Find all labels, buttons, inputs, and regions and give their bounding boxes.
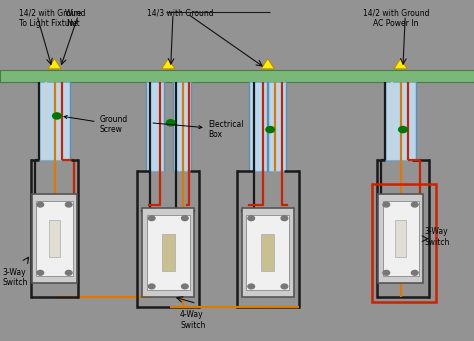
Circle shape <box>148 216 155 221</box>
Text: 14/3 with Ground: 14/3 with Ground <box>147 9 213 17</box>
Text: 3-Way
Switch: 3-Way Switch <box>2 268 28 287</box>
Bar <box>261 234 274 271</box>
Bar <box>49 220 60 257</box>
Circle shape <box>411 202 418 207</box>
Circle shape <box>281 284 288 289</box>
Text: 14/2 with Ground
To Light Fixture: 14/2 with Ground To Light Fixture <box>19 9 85 28</box>
Circle shape <box>182 216 188 221</box>
Circle shape <box>148 284 155 289</box>
Circle shape <box>37 202 44 207</box>
Text: 4-Way
Switch: 4-Way Switch <box>180 310 206 330</box>
Text: Wire
Nut: Wire Nut <box>65 9 82 28</box>
Bar <box>249 82 267 170</box>
Circle shape <box>182 284 188 289</box>
Circle shape <box>37 270 44 275</box>
Circle shape <box>65 202 72 207</box>
Polygon shape <box>394 59 407 69</box>
Polygon shape <box>261 59 274 69</box>
Circle shape <box>383 202 390 207</box>
Circle shape <box>266 127 274 133</box>
Circle shape <box>248 284 255 289</box>
Text: Electrical
Box: Electrical Box <box>153 120 244 139</box>
Bar <box>246 215 289 290</box>
Circle shape <box>53 113 61 119</box>
Bar <box>142 208 194 297</box>
Polygon shape <box>162 59 175 69</box>
Bar <box>395 220 406 257</box>
Text: 3-Way
Switch: 3-Way Switch <box>424 227 450 247</box>
Circle shape <box>411 270 418 275</box>
Bar <box>173 82 191 170</box>
Circle shape <box>248 216 255 221</box>
Circle shape <box>166 120 175 126</box>
Circle shape <box>399 127 407 133</box>
Bar <box>242 208 294 297</box>
Bar <box>383 201 419 276</box>
Text: 14/2 with Ground
AC Power In: 14/2 with Ground AC Power In <box>363 9 429 28</box>
Bar <box>147 215 190 290</box>
Text: Ground
Screw: Ground Screw <box>64 115 128 134</box>
Bar <box>32 194 77 283</box>
Polygon shape <box>48 59 61 69</box>
Bar <box>372 184 436 302</box>
Bar <box>36 201 73 276</box>
Circle shape <box>281 216 288 221</box>
Bar <box>146 82 164 170</box>
Bar <box>378 194 423 283</box>
Bar <box>162 234 175 271</box>
Circle shape <box>65 270 72 275</box>
Circle shape <box>383 270 390 275</box>
Bar <box>39 82 70 160</box>
Bar <box>0 70 474 82</box>
Bar <box>268 82 286 170</box>
Bar <box>385 82 416 160</box>
